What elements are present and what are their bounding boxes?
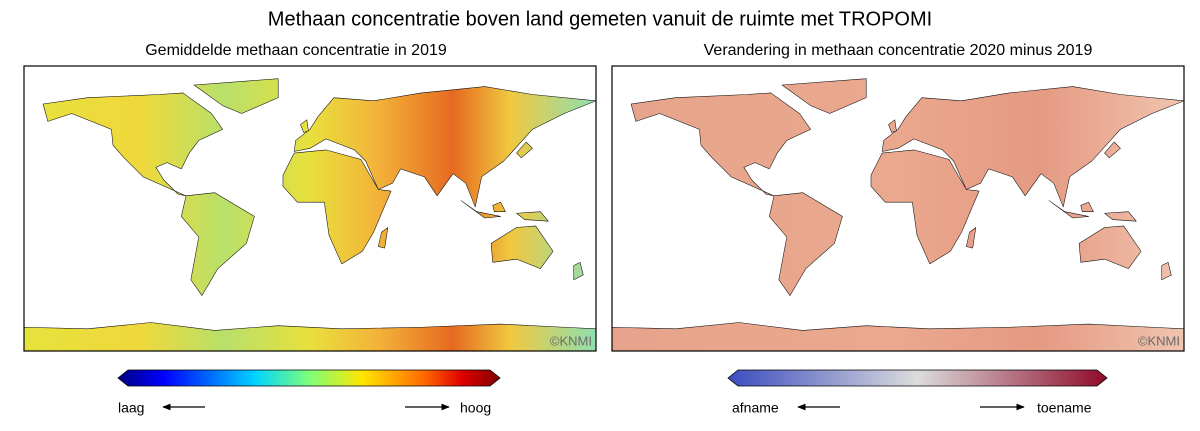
legend-high: hoog bbox=[460, 400, 491, 416]
legend-high: toename bbox=[1037, 400, 1092, 416]
land bbox=[612, 78, 1184, 351]
credit: ©KNMI bbox=[1138, 333, 1180, 348]
map bbox=[612, 78, 1184, 351]
legend-low: laag bbox=[118, 400, 144, 416]
map-frame bbox=[611, 65, 1185, 352]
panel-title: Gemiddelde methaan concentratie in 2019 bbox=[145, 42, 447, 59]
panel-title: Verandering in methaan concentratie 2020… bbox=[704, 42, 1093, 59]
map-frame bbox=[23, 65, 597, 352]
figure-title: Methaan concentratie boven land gemeten … bbox=[268, 8, 932, 30]
map bbox=[24, 78, 596, 351]
colorbar bbox=[117, 369, 501, 387]
credit: ©KNMI bbox=[550, 333, 592, 348]
panel: Gemiddelde methaan concentratie in 2019 … bbox=[23, 42, 597, 416]
panel: Verandering in methaan concentratie 2020… bbox=[611, 42, 1185, 416]
land bbox=[24, 78, 596, 351]
colorbar bbox=[727, 369, 1108, 387]
legend-low: afname bbox=[732, 400, 779, 416]
